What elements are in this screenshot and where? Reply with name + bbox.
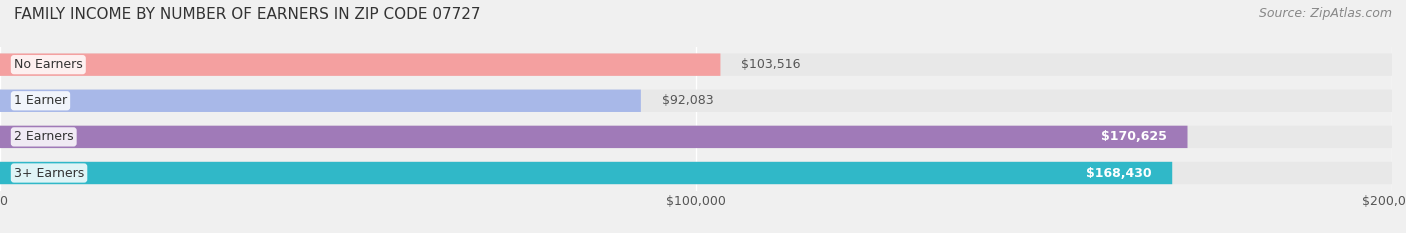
Text: Source: ZipAtlas.com: Source: ZipAtlas.com (1258, 7, 1392, 20)
FancyBboxPatch shape (0, 53, 1392, 76)
Text: 2 Earners: 2 Earners (14, 130, 73, 143)
FancyBboxPatch shape (0, 126, 1392, 148)
FancyBboxPatch shape (0, 89, 1392, 112)
FancyBboxPatch shape (0, 89, 641, 112)
Text: $103,516: $103,516 (741, 58, 801, 71)
FancyBboxPatch shape (0, 126, 1188, 148)
Text: $170,625: $170,625 (1101, 130, 1167, 143)
FancyBboxPatch shape (0, 53, 720, 76)
Text: FAMILY INCOME BY NUMBER OF EARNERS IN ZIP CODE 07727: FAMILY INCOME BY NUMBER OF EARNERS IN ZI… (14, 7, 481, 22)
Text: No Earners: No Earners (14, 58, 83, 71)
FancyBboxPatch shape (0, 162, 1173, 184)
FancyBboxPatch shape (0, 162, 1392, 184)
Text: 1 Earner: 1 Earner (14, 94, 67, 107)
Text: 3+ Earners: 3+ Earners (14, 167, 84, 179)
Text: $168,430: $168,430 (1085, 167, 1152, 179)
Text: $92,083: $92,083 (662, 94, 713, 107)
